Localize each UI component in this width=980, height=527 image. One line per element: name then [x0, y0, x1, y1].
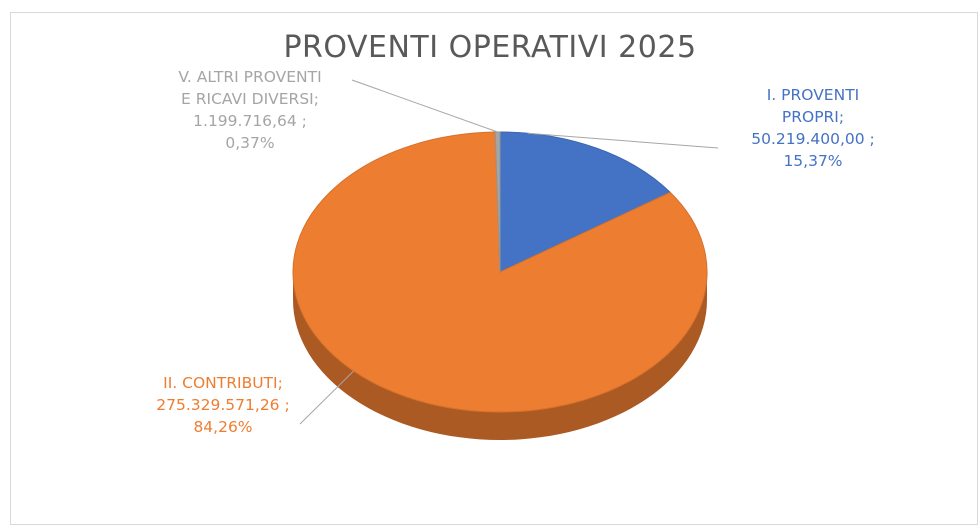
leader-line: [527, 132, 719, 149]
slice-label-contributi: II. CONTRIBUTI; 275.329.571,26 ; 84,26%: [128, 372, 318, 438]
slice-label-category: II. CONTRIBUTI;: [163, 374, 283, 392]
chart-title: PROVENTI OPERATIVI 2025: [283, 30, 697, 65]
slice-label-category: I. PROVENTI: [766, 86, 860, 104]
leader-line: [299, 370, 354, 425]
slice-label-category: V. ALTRI PROVENTI: [178, 68, 322, 86]
slice-label-percent: 84,26%: [193, 418, 253, 436]
slice-label-proventi-propri: I. PROVENTI PROPRI; 50.219.400,00 ; 15,3…: [718, 84, 908, 172]
slice-label-value: 50.219.400,00 ;: [751, 130, 875, 148]
pie-slice: [499, 131, 672, 273]
leader-line: [351, 79, 498, 133]
slice-label-category: PROPRI;: [781, 108, 845, 126]
slice-label-value: 275.329.571,26 ;: [156, 396, 290, 414]
slice-label-percent: 0,37%: [225, 134, 275, 152]
pie-slice: [292, 131, 708, 413]
pie-slice-side: [293, 272, 707, 440]
slice-label-category: E RICAVI DIVERSI;: [181, 90, 319, 108]
slice-label-altri-proventi: V. ALTRI PROVENTI E RICAVI DIVERSI; 1.19…: [150, 66, 350, 154]
slice-label-value: 1.199.716,64 ;: [193, 112, 307, 130]
slice-label-percent: 15,37%: [783, 152, 843, 170]
